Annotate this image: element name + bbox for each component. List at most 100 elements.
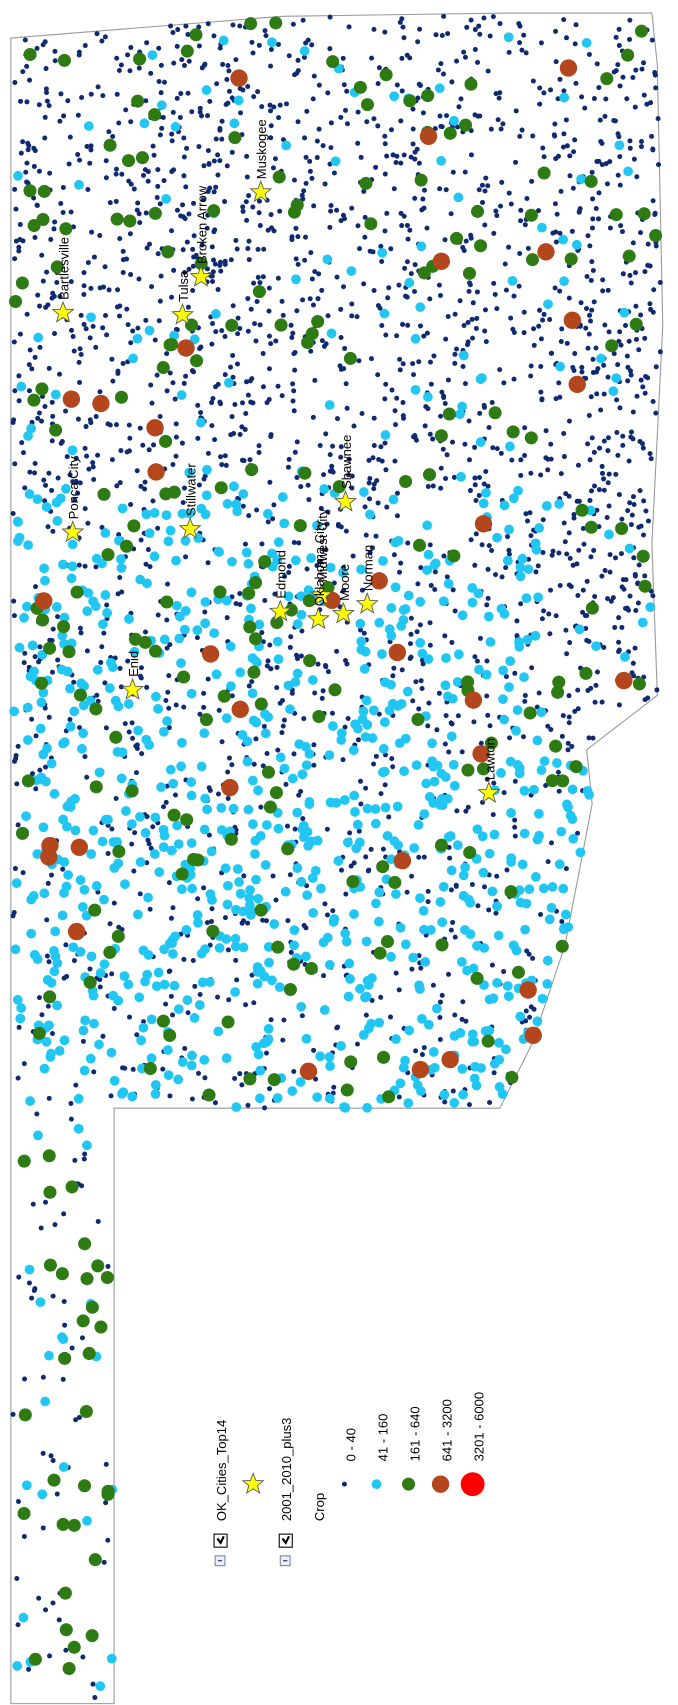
well-point bbox=[524, 884, 535, 895]
city-marker bbox=[171, 302, 195, 325]
well-point bbox=[568, 584, 574, 590]
well-point bbox=[286, 53, 292, 59]
well-point bbox=[632, 573, 638, 579]
well-point bbox=[561, 431, 567, 437]
well-point bbox=[612, 624, 618, 630]
well-point bbox=[525, 245, 531, 251]
well-point bbox=[234, 977, 240, 983]
well-point bbox=[493, 930, 504, 941]
well-point bbox=[90, 464, 96, 470]
well-point bbox=[305, 482, 311, 488]
well-point bbox=[127, 231, 133, 237]
well-point bbox=[428, 583, 434, 589]
well-point bbox=[222, 333, 228, 339]
well-point bbox=[112, 746, 123, 757]
well-point bbox=[169, 228, 175, 234]
well-point bbox=[123, 699, 134, 709]
well-point bbox=[516, 283, 522, 289]
well-point bbox=[567, 814, 578, 825]
well-point bbox=[105, 1537, 111, 1543]
well-point bbox=[279, 697, 285, 703]
well-point bbox=[317, 559, 323, 565]
well-point bbox=[164, 938, 175, 949]
well-point bbox=[583, 305, 589, 311]
well-point bbox=[113, 795, 119, 801]
well-point bbox=[290, 381, 296, 387]
well-point bbox=[244, 217, 250, 223]
well-point bbox=[70, 585, 84, 599]
well-point bbox=[206, 832, 212, 838]
well-point bbox=[88, 91, 94, 97]
well-point bbox=[615, 362, 621, 368]
well-point bbox=[552, 758, 562, 768]
well-point bbox=[324, 912, 330, 918]
well-point bbox=[588, 394, 594, 400]
well-point bbox=[524, 1026, 542, 1045]
well-point bbox=[23, 184, 37, 198]
well-point bbox=[100, 325, 106, 331]
well-point bbox=[377, 767, 388, 778]
well-point bbox=[186, 58, 192, 64]
well-point bbox=[648, 306, 654, 312]
well-point bbox=[425, 888, 431, 894]
well-point bbox=[572, 137, 578, 143]
well-point bbox=[615, 452, 621, 458]
well-point bbox=[239, 920, 245, 926]
well-point bbox=[9, 294, 23, 309]
well-point bbox=[358, 1030, 369, 1040]
well-point bbox=[132, 333, 143, 344]
well-point bbox=[615, 172, 621, 178]
well-point bbox=[32, 1026, 46, 1040]
well-point bbox=[463, 846, 477, 860]
well-point bbox=[148, 382, 154, 388]
well-point bbox=[221, 1053, 232, 1064]
well-point bbox=[569, 744, 575, 750]
well-point bbox=[422, 468, 437, 482]
well-point bbox=[56, 1517, 70, 1531]
well-point bbox=[508, 201, 514, 207]
well-point bbox=[81, 291, 87, 297]
well-point bbox=[88, 1553, 102, 1567]
well-point bbox=[423, 654, 434, 664]
well-point bbox=[82, 445, 88, 451]
well-point bbox=[505, 756, 516, 767]
well-point bbox=[35, 415, 41, 421]
well-point bbox=[162, 716, 172, 726]
well-point bbox=[242, 586, 256, 600]
well-point bbox=[288, 322, 294, 328]
well-point bbox=[472, 47, 478, 53]
well-point bbox=[470, 335, 476, 341]
well-point bbox=[421, 187, 427, 193]
well-point bbox=[459, 1016, 465, 1022]
well-point bbox=[133, 725, 143, 736]
well-point bbox=[359, 587, 365, 593]
well-point bbox=[158, 726, 169, 737]
well-point bbox=[126, 422, 132, 428]
well-point bbox=[377, 247, 388, 258]
well-point bbox=[291, 1069, 297, 1075]
well-point bbox=[95, 889, 101, 895]
well-point bbox=[43, 1199, 49, 1205]
well-point bbox=[112, 844, 126, 859]
well-point bbox=[94, 31, 100, 37]
well-point bbox=[616, 639, 622, 645]
well-point bbox=[262, 1105, 268, 1111]
well-point bbox=[283, 591, 294, 602]
well-point bbox=[418, 965, 424, 971]
well-point bbox=[50, 1293, 56, 1299]
well-point bbox=[40, 278, 46, 284]
well-point bbox=[210, 309, 221, 319]
well-point bbox=[173, 839, 184, 849]
well-point bbox=[200, 618, 211, 629]
well-point bbox=[35, 723, 46, 734]
well-point bbox=[201, 690, 207, 696]
well-point bbox=[101, 548, 115, 562]
well-point bbox=[263, 918, 269, 924]
well-point bbox=[361, 281, 367, 287]
well-point bbox=[174, 95, 180, 101]
well-point bbox=[536, 690, 542, 696]
well-point bbox=[161, 178, 167, 184]
well-point bbox=[512, 705, 523, 716]
well-point bbox=[185, 31, 191, 37]
well-point bbox=[169, 131, 175, 137]
